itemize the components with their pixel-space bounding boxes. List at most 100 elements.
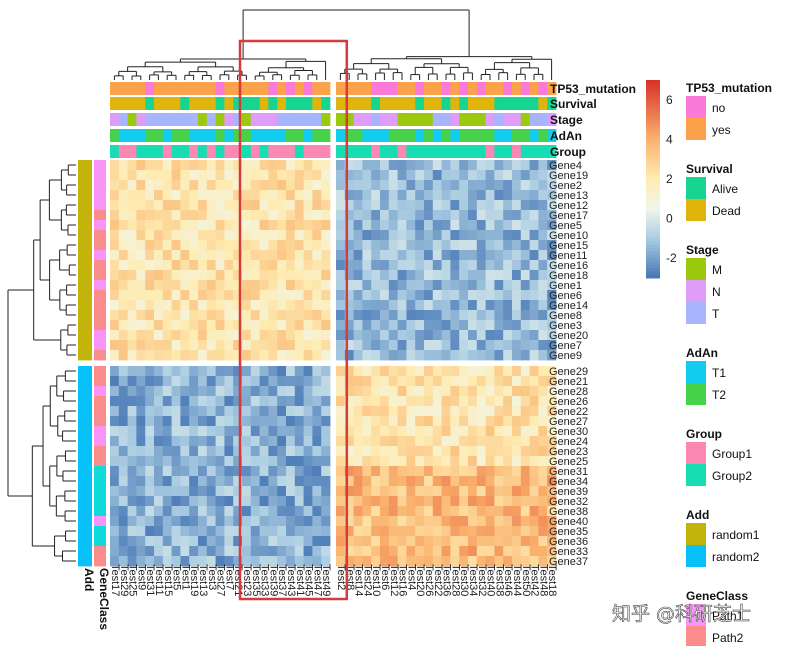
- legend-item-label: Dead: [712, 204, 741, 218]
- heatmap-cell: [476, 240, 486, 251]
- heatmap-cell: [136, 486, 146, 497]
- row-annotation-cell: [78, 506, 92, 517]
- heatmap-cell: [371, 160, 381, 171]
- heatmap-cell: [503, 220, 513, 231]
- row-annotation-cell: [94, 556, 106, 567]
- heatmap-cell: [468, 220, 478, 231]
- heatmap-cell: [198, 506, 208, 517]
- heatmap-cell: [476, 270, 486, 281]
- heatmap-cell: [224, 366, 234, 377]
- sample-label: Test30: [458, 564, 470, 596]
- heatmap-cell: [312, 330, 322, 341]
- annotation-cell: [336, 97, 346, 110]
- row-annotation-cell: [94, 466, 106, 477]
- heatmap-cell: [215, 260, 225, 271]
- gene-label: Gene31: [549, 466, 588, 478]
- heatmap-cell: [189, 300, 199, 311]
- heatmap-cell: [450, 330, 460, 341]
- heatmap-cell: [206, 180, 216, 191]
- heatmap-cell: [180, 446, 190, 457]
- heatmap-cell: [538, 260, 548, 271]
- heatmap-cell: [277, 376, 287, 387]
- heatmap-cell: [110, 436, 120, 447]
- heatmap-cell: [415, 466, 425, 477]
- heatmap-cell: [242, 526, 252, 537]
- row-annotation-cell: [94, 200, 106, 211]
- heatmap-cell: [397, 376, 407, 387]
- annotation-cell: [206, 82, 216, 95]
- heatmap-cell: [277, 416, 287, 427]
- heatmap-cell: [476, 476, 486, 487]
- heatmap-cell: [485, 556, 495, 567]
- heatmap-cell: [286, 270, 296, 281]
- heatmap-cell: [294, 546, 304, 557]
- heatmap-cell: [432, 340, 442, 351]
- heatmap-cell: [154, 270, 164, 281]
- heatmap-cell: [127, 426, 137, 437]
- heatmap-cell: [154, 310, 164, 321]
- annotation-cell: [441, 82, 451, 95]
- heatmap-cell: [277, 330, 287, 341]
- heatmap-cell: [441, 230, 451, 241]
- heatmap-cell: [189, 466, 199, 477]
- heatmap-cell: [529, 546, 539, 557]
- heatmap-cell: [189, 260, 199, 271]
- heatmap-cell: [233, 526, 243, 537]
- heatmap-cell: [494, 300, 504, 311]
- heatmap-cell: [459, 170, 469, 181]
- row-annotations: Add GeneClass: [78, 160, 111, 630]
- heatmap-cell: [441, 436, 451, 447]
- heatmap-cell: [259, 486, 269, 497]
- heatmap-cell: [397, 536, 407, 547]
- heatmap-cell: [397, 366, 407, 377]
- legend-item-label: M: [712, 263, 722, 277]
- legend-title: Group: [686, 427, 722, 441]
- heatmap-cell: [336, 320, 346, 331]
- heatmap-cell: [353, 180, 363, 191]
- heatmap-cell: [441, 340, 451, 351]
- heatmap-cell: [450, 436, 460, 447]
- heatmap-cell: [286, 386, 296, 397]
- heatmap-cell: [459, 320, 469, 331]
- heatmap-cell: [224, 496, 234, 507]
- heatmap-cell: [206, 516, 216, 527]
- sample-label: Test20: [414, 564, 426, 596]
- row-annotation-cell: [78, 526, 92, 537]
- annotation-cell: [127, 82, 137, 95]
- heatmap-cell: [312, 190, 322, 201]
- heatmap-cell: [286, 220, 296, 231]
- heatmap-cell: [494, 170, 504, 181]
- sample-label: Test32: [476, 564, 488, 596]
- annotation-cell: [171, 113, 181, 126]
- heatmap-cell: [512, 386, 522, 397]
- annotation-cell: [529, 113, 539, 126]
- heatmap-cell: [198, 170, 208, 181]
- heatmap-cell: [277, 240, 287, 251]
- heatmap-cell: [336, 300, 346, 311]
- heatmap-cell: [432, 350, 442, 361]
- heatmap-cell: [547, 330, 557, 341]
- heatmap-cell: [415, 270, 425, 281]
- heatmap-cell: [303, 270, 313, 281]
- heatmap-cell: [494, 536, 504, 547]
- heatmap-cell: [250, 386, 260, 397]
- heatmap-cell: [110, 250, 120, 261]
- sample-label: Test33: [259, 564, 271, 596]
- annotation-cell: [529, 129, 539, 142]
- heatmap-cell: [424, 466, 434, 477]
- heatmap-cell: [198, 210, 208, 221]
- heatmap-cell: [224, 376, 234, 387]
- heatmap-cell: [494, 270, 504, 281]
- heatmap-cell: [406, 330, 416, 341]
- heatmap-cell: [441, 366, 451, 377]
- heatmap-cell: [145, 220, 155, 231]
- annotation-cell: [233, 97, 243, 110]
- heatmap-cell: [388, 160, 398, 171]
- heatmap-cell: [388, 280, 398, 291]
- heatmap-cell: [268, 396, 278, 407]
- heatmap-cell: [171, 220, 181, 231]
- heatmap-cell: [336, 526, 346, 537]
- heatmap-cell: [136, 546, 146, 557]
- annotation-cell: [406, 113, 416, 126]
- heatmap-cell: [503, 200, 513, 211]
